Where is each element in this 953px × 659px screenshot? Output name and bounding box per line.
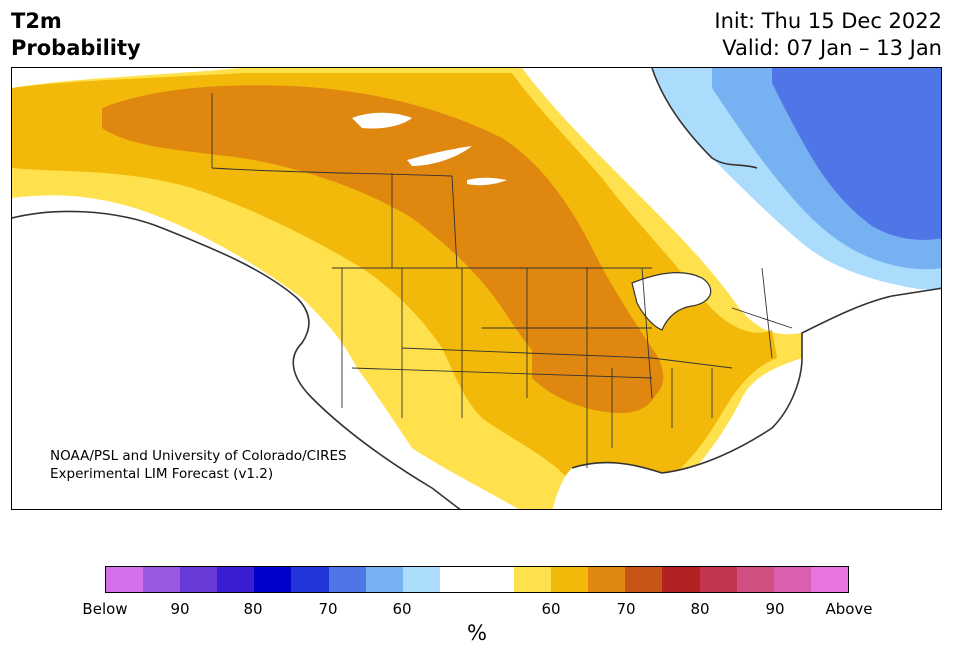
- colorbar-cell: [514, 567, 552, 592]
- variable-label: T2m: [11, 9, 62, 33]
- neutral-band: [532, 68, 941, 509]
- colorbar-cell: [625, 567, 663, 592]
- colorbar-cell: [551, 567, 589, 592]
- warm-70-south: [532, 337, 658, 413]
- colorbar-tick-label: 60: [392, 600, 412, 618]
- gulf-ocean: [552, 428, 941, 509]
- colorbar-tick-label: 90: [170, 600, 190, 618]
- colorbar-tick-label: 80: [690, 600, 710, 618]
- coastline: [12, 68, 941, 509]
- lake-2: [407, 146, 472, 166]
- colorbar-tick-label: Above: [825, 600, 873, 618]
- colorbar-cell: [439, 567, 477, 592]
- colorbar-cell: [662, 567, 700, 592]
- plot-title-left: T2m Probability: [11, 8, 141, 62]
- colorbar-tick-label: 70: [318, 600, 338, 618]
- colorbar-cell: [143, 567, 181, 592]
- forecast-map: NOAA/PSL and University of Colorado/CIRE…: [11, 67, 942, 510]
- map-credit: NOAA/PSL and University of Colorado/CIRE…: [50, 447, 347, 483]
- cold-70-region: [772, 68, 941, 240]
- colorbar-cell: [773, 567, 811, 592]
- map-svg: [12, 68, 941, 509]
- credit-line-2: Experimental LIM Forecast (v1.2): [50, 466, 274, 482]
- product-label: Probability: [11, 36, 141, 60]
- init-date: Init: Thu 15 Dec 2022: [714, 9, 942, 33]
- lake-3: [467, 177, 507, 186]
- colorbar-cell: [291, 567, 329, 592]
- colorbar-tick-label: 70: [616, 600, 636, 618]
- warm-70-region: [102, 85, 664, 407]
- colorbar-cell: [106, 567, 144, 592]
- colorbar-cell: [476, 567, 515, 592]
- colorbar-tick-label: 90: [765, 600, 785, 618]
- colorbar-cell: [588, 567, 626, 592]
- colorbar-cell: [699, 567, 737, 592]
- colorbar-cell: [254, 567, 292, 592]
- colorbar-unit: %: [467, 621, 487, 645]
- colorbar-cell: [217, 567, 255, 592]
- plot-title-right: Init: Thu 15 Dec 2022 Valid: 07 Jan – 13…: [714, 8, 942, 62]
- credit-line-1: NOAA/PSL and University of Colorado/CIRE…: [50, 448, 347, 464]
- colorbar-tick-label: 60: [541, 600, 561, 618]
- colorbar-cell: [402, 567, 440, 592]
- colorbar: [105, 566, 849, 593]
- great-lakes: [631, 272, 712, 331]
- lake-1: [352, 112, 412, 129]
- colorbar-cell: [810, 567, 848, 592]
- colorbar-tick-label: 80: [243, 600, 263, 618]
- colorbar-cell: [736, 567, 774, 592]
- colorbar-cell: [365, 567, 403, 592]
- colorbar-cell: [328, 567, 366, 592]
- colorbar-tick-label: Below: [82, 600, 128, 618]
- state-borders: [211, 93, 793, 468]
- pacific-ocean: [12, 211, 460, 509]
- valid-range: Valid: 07 Jan – 13 Jan: [722, 36, 942, 60]
- colorbar-cell: [180, 567, 218, 592]
